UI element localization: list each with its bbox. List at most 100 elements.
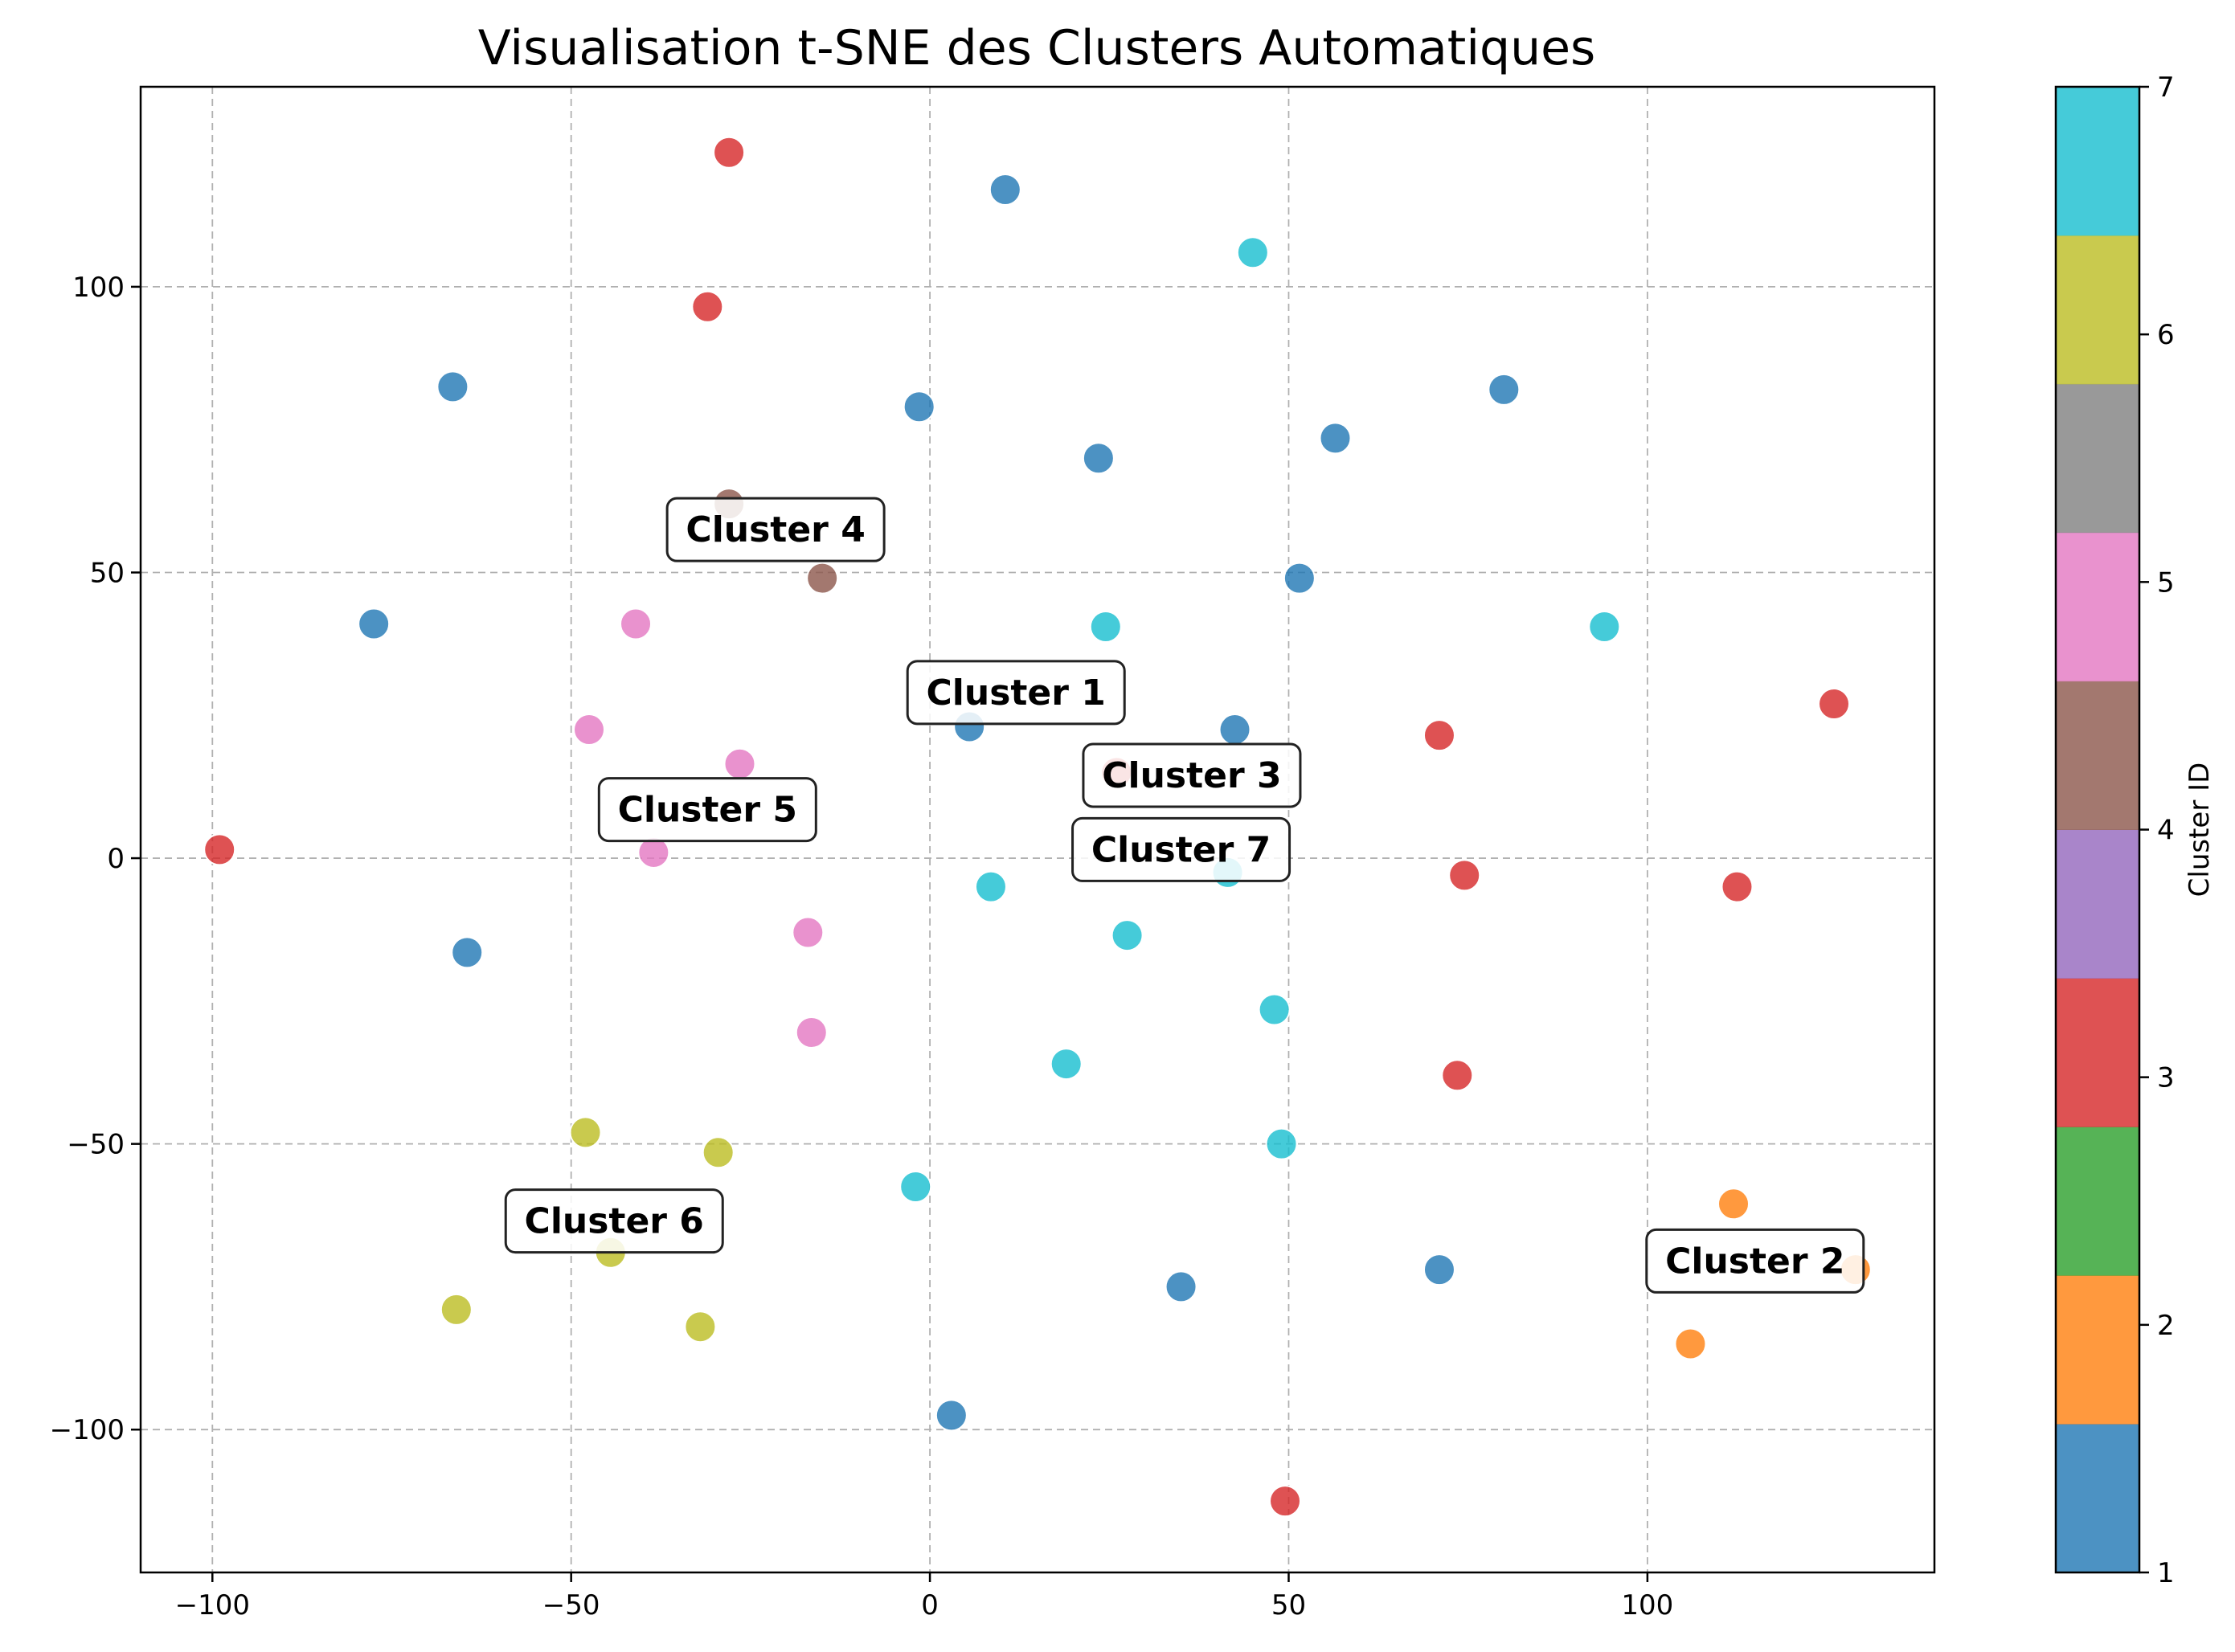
annotation-label: Cluster 1 [927,673,1106,714]
point-cluster-5 [792,916,825,949]
point-cluster-1 [1422,1253,1455,1286]
colorbar-tick-label: 3 [2157,1062,2175,1094]
x-tick-label: 0 [921,1589,939,1621]
colorbar: 1 2 3 4 5 6 7 [2054,72,2175,1589]
point-cluster-1 [436,370,469,403]
point-cluster-5 [620,607,653,640]
point-cluster-1 [1283,562,1316,595]
annotation-box [1071,816,1291,882]
colorbar-segment [2056,532,2139,682]
colorbar-tick-label: 4 [2157,815,2175,847]
annotation-box [665,497,886,562]
point-cluster-1 [1165,1270,1197,1303]
point-cluster-7 [1089,611,1122,644]
cluster-annotations: Cluster 1 Cluster 2 Cluster 3 Cluster 4 Clus… [504,497,1865,1294]
annotation-cluster-3: Cluster 3 [1082,742,1302,808]
y-tick-label: 0 [107,843,125,875]
y-tick-label: 100 [72,272,125,304]
annotation-cluster-1: Cluster 1 [906,660,1126,726]
annotation-label: Cluster 5 [618,790,797,831]
annotation-label: Cluster 4 [686,509,865,550]
point-cluster-6 [702,1136,735,1169]
colorbar-label: Cluster ID [2184,763,2216,898]
point-cluster-6 [684,1311,717,1343]
colorbar-segment [2056,1275,2139,1425]
annotation-box [597,777,817,843]
point-cluster-7 [1588,611,1621,644]
colorbar-segment [2056,1127,2139,1276]
point-cluster-7 [1050,1048,1083,1081]
x-tick-label: −100 [175,1589,250,1621]
axis-ticks: −100 −50 0 50 100 −100 −50 0 50 100 [50,272,1674,1621]
data-points [203,136,1872,1518]
annotation-box [1645,1228,1865,1294]
colorbar-segment [2056,87,2139,236]
point-cluster-1 [903,391,935,423]
point-cluster-3 [203,833,236,866]
x-tick-label: −50 [542,1589,600,1621]
colorbar-segment [2056,1424,2139,1573]
colorbar-tick-label: 7 [2157,72,2175,104]
y-tick-label: 50 [90,557,125,589]
annotation-label: Cluster 3 [1102,755,1281,796]
point-cluster-2 [1717,1188,1750,1221]
colorbar-tick-label: 1 [2157,1557,2175,1589]
annotation-box [504,1188,724,1254]
y-tick-label: −100 [50,1414,125,1446]
point-cluster-3 [1818,688,1851,721]
point-cluster-5 [573,714,605,746]
point-cluster-1 [989,174,1021,206]
annotation-cluster-5: Cluster 5 [597,777,817,843]
annotation-cluster-2: Cluster 2 [1645,1228,1865,1294]
grid-lines [141,87,1934,1572]
point-cluster-1 [451,936,484,969]
point-cluster-6 [440,1293,473,1326]
point-cluster-7 [1111,919,1144,952]
annotation-cluster-6: Cluster 6 [504,1188,724,1254]
point-cluster-7 [974,870,1007,903]
point-cluster-1 [1488,373,1521,406]
point-cluster-1 [1082,442,1115,475]
point-cluster-3 [1448,859,1481,892]
point-cluster-1 [935,1399,968,1432]
point-cluster-6 [569,1116,602,1149]
colorbar-segment [2056,383,2139,534]
point-cluster-3 [1422,719,1455,752]
point-cluster-3 [1441,1059,1474,1092]
point-cluster-3 [713,136,746,169]
point-cluster-1 [358,607,391,640]
point-cluster-3 [1721,870,1754,903]
chart-title: Visualisation t-SNE des Clusters Automat… [478,20,1596,76]
annotation-box [1082,742,1302,808]
colorbar-tick-label: 5 [2157,566,2175,599]
colorbar-segment [2056,681,2139,830]
point-cluster-3 [1269,1485,1302,1518]
point-cluster-4 [806,562,839,595]
colorbar-tick-label: 2 [2157,1310,2175,1342]
x-tick-label: 50 [1271,1589,1306,1621]
point-cluster-7 [1236,236,1269,269]
colorbar-segment [2056,235,2139,385]
colorbar-segment [2056,978,2139,1127]
point-cluster-7 [1265,1127,1298,1160]
point-cluster-1 [1218,714,1251,746]
annotation-cluster-4: Cluster 4 [665,497,886,562]
colorbar-segment [2056,829,2139,979]
point-cluster-5 [723,747,756,780]
point-cluster-7 [1258,993,1291,1026]
x-tick-label: 100 [1621,1589,1673,1621]
annotation-cluster-7: Cluster 7 [1071,816,1291,882]
annotation-label: Cluster 6 [525,1201,704,1242]
plot-frame [139,85,1936,1574]
point-cluster-5 [795,1016,828,1049]
annotation-label: Cluster 7 [1091,829,1271,870]
point-cluster-1 [1319,422,1352,455]
annotation-label: Cluster 2 [1665,1241,1844,1282]
point-cluster-2 [1674,1327,1707,1360]
y-tick-label: −50 [67,1129,125,1161]
annotation-box [906,660,1126,726]
point-cluster-3 [691,290,724,323]
colorbar-tick-label: 6 [2157,319,2175,351]
point-cluster-7 [899,1170,932,1203]
